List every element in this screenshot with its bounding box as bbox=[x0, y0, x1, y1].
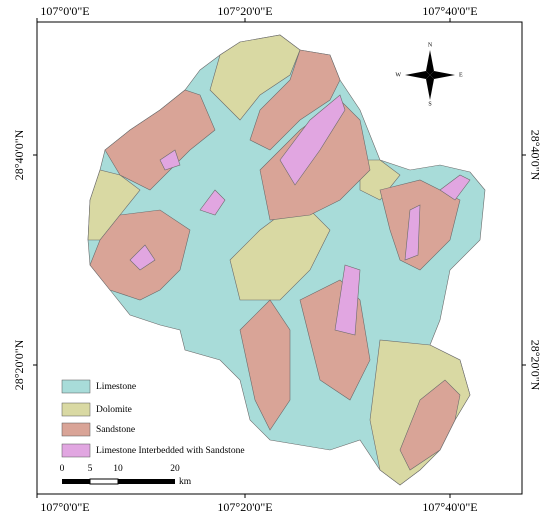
interbedded-area bbox=[334, 264, 361, 336]
interbedded-area bbox=[279, 94, 346, 186]
interbedded-area bbox=[159, 149, 181, 171]
legend-swatch bbox=[61, 402, 91, 417]
compass-south: S bbox=[428, 101, 431, 107]
top-coordinate: 107°40'0"E bbox=[422, 4, 477, 18]
compass-east: E bbox=[459, 72, 463, 78]
legend-swatch bbox=[61, 422, 91, 437]
scale-label: 20 bbox=[170, 464, 180, 474]
dolomite-area bbox=[209, 34, 301, 121]
scale-label: 5 bbox=[88, 464, 93, 474]
compass-north: N bbox=[428, 42, 433, 48]
interbedded-area bbox=[199, 189, 226, 216]
scale-label: 0 bbox=[60, 464, 65, 474]
legend-swatch bbox=[61, 443, 91, 458]
left-coordinate: 28°40'0"N bbox=[12, 129, 26, 180]
legend: Limestone Dolomite Sandstone Limestone I… bbox=[61, 379, 245, 458]
sandstone-area bbox=[399, 379, 461, 471]
scale-bar: 0 5 10 20 km bbox=[60, 464, 192, 487]
right-coordinate: 28°40'0"N bbox=[528, 130, 542, 181]
legend-label: Dolomite bbox=[96, 405, 132, 415]
dolomite-area bbox=[229, 199, 331, 301]
legend-swatch bbox=[61, 379, 91, 394]
sandstone-area bbox=[104, 89, 216, 191]
scale-label: 10 bbox=[113, 464, 123, 474]
bottom-coordinate: 107°40'0"E bbox=[422, 500, 477, 514]
right-coordinate: 28°20'0"N bbox=[528, 340, 542, 391]
bottom-coordinate: 107°0'0"E bbox=[40, 500, 89, 514]
geology bbox=[87, 34, 486, 486]
sandstone-area bbox=[379, 179, 461, 271]
top-coordinate: 107°20'0"E bbox=[217, 4, 272, 18]
legend-label: Limestone Interbedded with Sandstone bbox=[96, 446, 245, 456]
legend-label: Sandstone bbox=[96, 425, 135, 435]
interbedded-area bbox=[129, 244, 156, 271]
sandstone-area bbox=[239, 299, 291, 431]
interbedded-area bbox=[439, 174, 471, 201]
left-coordinate: 28°20'0"N bbox=[12, 339, 26, 390]
compass-west: W bbox=[395, 72, 401, 78]
bottom-coordinate: 107°20'0"E bbox=[217, 500, 272, 514]
interbedded-area bbox=[404, 204, 421, 261]
compass: N E S W bbox=[395, 42, 463, 107]
legend-label: Limestone bbox=[96, 382, 136, 392]
scale-unit: km bbox=[179, 477, 192, 487]
top-coordinate: 107°0'0"E bbox=[40, 4, 89, 18]
sandstone-area bbox=[249, 49, 341, 151]
frame-ticks bbox=[33, 18, 526, 498]
